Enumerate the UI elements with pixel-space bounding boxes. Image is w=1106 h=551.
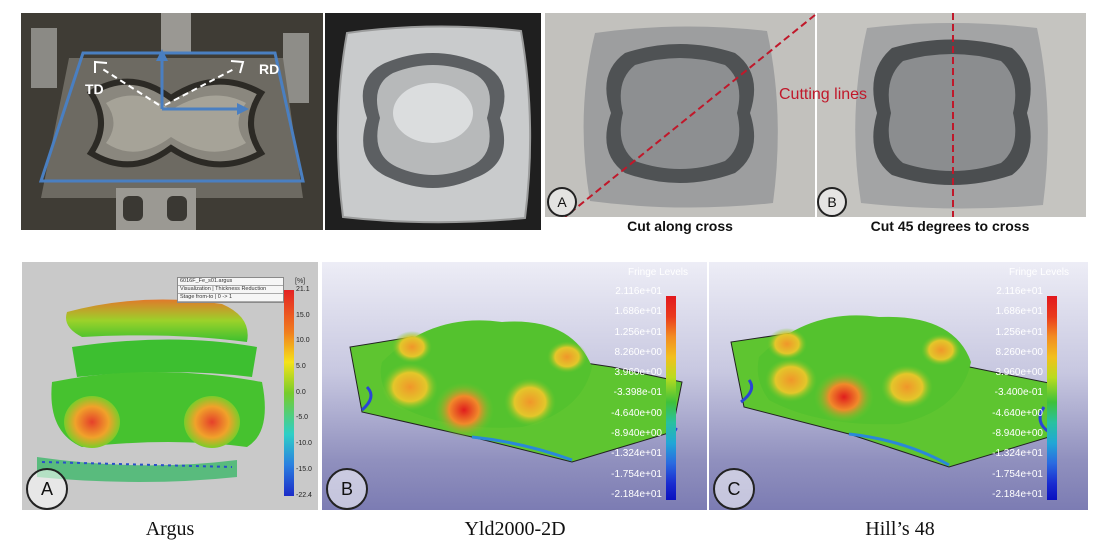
argus-marker: A	[26, 468, 68, 510]
argus-legend-box: 6016F_Fe_s01.argus Visualization | Thick…	[177, 277, 284, 303]
caption-cut-45-degrees: Cut 45 degrees to cross	[870, 218, 1030, 234]
argus-scale-labels: 21.1 15.0 10.0 5.0 0.0 -5.0 -10.0 -15.0 …	[296, 286, 312, 499]
formed-part-photo	[325, 13, 541, 230]
die-illustration	[21, 13, 323, 230]
caption-yld2000: Yld2000-2D	[464, 518, 566, 540]
hill48-panel: Fringe Levels 2.116e+01 1.686e+01 1.256e…	[709, 262, 1088, 510]
hill48-color-bar	[1047, 296, 1057, 500]
argus-point-cloud	[37, 299, 265, 482]
hill48-fringe-title: Fringe Levels	[1009, 267, 1070, 278]
formed-part-illustration	[325, 13, 541, 230]
hill48-contour	[730, 315, 1055, 468]
yld2000-marker: B	[326, 468, 368, 510]
cut-sample-photo-b	[817, 13, 1086, 217]
yld2000-color-bar	[666, 296, 676, 500]
rd-label: RD	[259, 61, 280, 77]
yld2000-level-labels: 2.116e+01 1.686e+01 1.256e+01 8.260e+00 …	[611, 286, 662, 500]
yld2000-panel: Fringe Levels 2.116e+01 1.686e+01 1.256e…	[322, 262, 707, 510]
yld2000-fringe-title: Fringe Levels	[628, 267, 689, 278]
panel-a-marker: A	[547, 187, 577, 217]
hill48-level-labels: 2.116e+01 1.686e+01 1.256e+01 8.260e+00 …	[992, 286, 1043, 500]
sample-b-illustration	[817, 13, 1086, 217]
cut-sample-photo-a	[545, 13, 815, 217]
panel-b-marker: B	[817, 187, 847, 217]
argus-unit: [%]	[295, 278, 306, 285]
die-photo: TD RD	[21, 13, 323, 230]
argus-color-scale	[284, 290, 294, 496]
hill48-marker: C	[713, 468, 755, 510]
td-label: TD	[85, 81, 104, 97]
caption-cut-along-cross: Cut along cross	[627, 218, 733, 234]
caption-hill48: Hill’s 48	[865, 518, 935, 540]
cutting-lines-overlay	[564, 13, 954, 217]
blue-outline-overlay	[38, 49, 305, 183]
cutting-lines-label: Cutting lines	[779, 86, 868, 103]
caption-argus: Argus	[145, 518, 195, 540]
yld2000-contour	[349, 320, 683, 463]
argus-panel: 6016F_Fe_s01.argus Visualization | Thick…	[22, 262, 318, 510]
